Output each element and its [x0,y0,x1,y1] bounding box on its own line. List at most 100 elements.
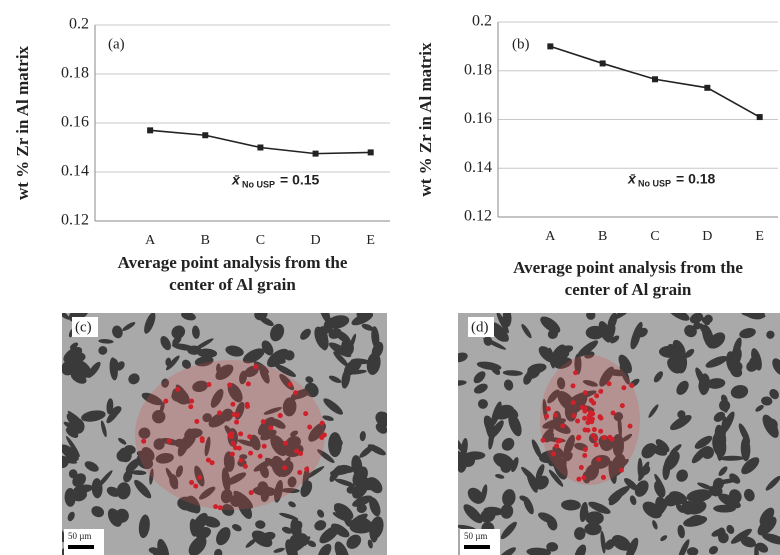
grain [181,313,196,321]
annotation-subscript: No USP [242,179,275,189]
analysis-point [560,423,566,429]
grain [266,348,289,368]
analysis-point [245,381,251,387]
grain [740,436,751,462]
grain [366,352,381,375]
grain [730,385,749,399]
analysis-point [189,398,195,404]
data-point [202,132,209,139]
grain [359,431,366,442]
grain [280,488,300,494]
grain [722,401,729,413]
grain [308,422,326,442]
grain [610,335,620,344]
analysis-point [618,467,624,473]
grain [69,342,79,350]
grain [535,464,545,480]
grain [716,442,722,462]
analysis-point [591,400,597,406]
analysis-point [555,438,561,444]
grain [663,350,682,361]
grain [273,547,285,553]
grain [749,357,760,370]
analysis-point [163,398,169,404]
analysis-point [582,390,588,396]
data-point [704,84,711,91]
grain [619,364,630,385]
grain [637,457,643,479]
grain [548,469,564,487]
grain [106,406,121,424]
grain [302,466,325,480]
grain [116,482,131,500]
x-tick-label: E [755,229,764,244]
grain [161,378,170,388]
analysis-point [217,410,223,416]
grain [221,503,235,516]
annotation-text: = 0.18 [676,171,716,187]
grain [333,351,349,367]
analysis-point [575,435,581,441]
grain [215,364,234,381]
analysis-point [247,434,253,440]
grain [608,460,617,484]
y-tick-label: 0.12 [61,212,89,229]
grain [686,489,713,503]
grain [762,533,780,545]
grain [300,480,313,498]
grain [677,410,686,419]
micrograph: (d) 50 µm [458,313,780,555]
grain [148,547,161,555]
grain [106,398,114,415]
grain [483,415,495,435]
grain [503,379,514,391]
grain [334,541,350,555]
grain [199,486,216,500]
grain [483,337,507,350]
grain [491,401,502,427]
grain [675,420,684,428]
analysis-point [585,427,591,433]
grain [668,344,683,356]
grain [729,347,742,367]
grain [634,480,649,497]
data-point [312,150,319,157]
grain [689,313,704,324]
grain [615,458,629,471]
grain [112,325,123,339]
grain [624,478,638,491]
scale-bar-label: 50 µm [68,531,91,541]
grain [611,535,631,551]
analysis-point [578,465,584,471]
analysis-point [582,446,588,452]
grain [584,522,602,536]
annotation-text: = 0.15 [280,172,320,188]
grain [369,520,379,543]
grain [642,501,662,519]
grain [718,532,729,544]
grain [546,542,559,552]
grain [501,437,515,451]
analysis-point [238,457,244,463]
grain [676,469,688,482]
analysis-point [213,504,219,510]
analysis-point [581,474,587,480]
analysis-point [596,456,602,462]
analysis-point [621,385,627,391]
grain [281,526,293,534]
analysis-point [217,505,223,511]
grain [274,479,283,503]
analysis-point [230,401,236,407]
grain [91,478,103,499]
grain [621,433,633,443]
grain [706,378,726,389]
grain [305,376,314,384]
analysis-point [257,453,263,459]
scale-bar [464,545,490,549]
grain [279,512,299,521]
grain [681,500,696,515]
grain [579,501,588,523]
grain [720,411,735,435]
grain [155,452,174,464]
grain [527,363,547,374]
